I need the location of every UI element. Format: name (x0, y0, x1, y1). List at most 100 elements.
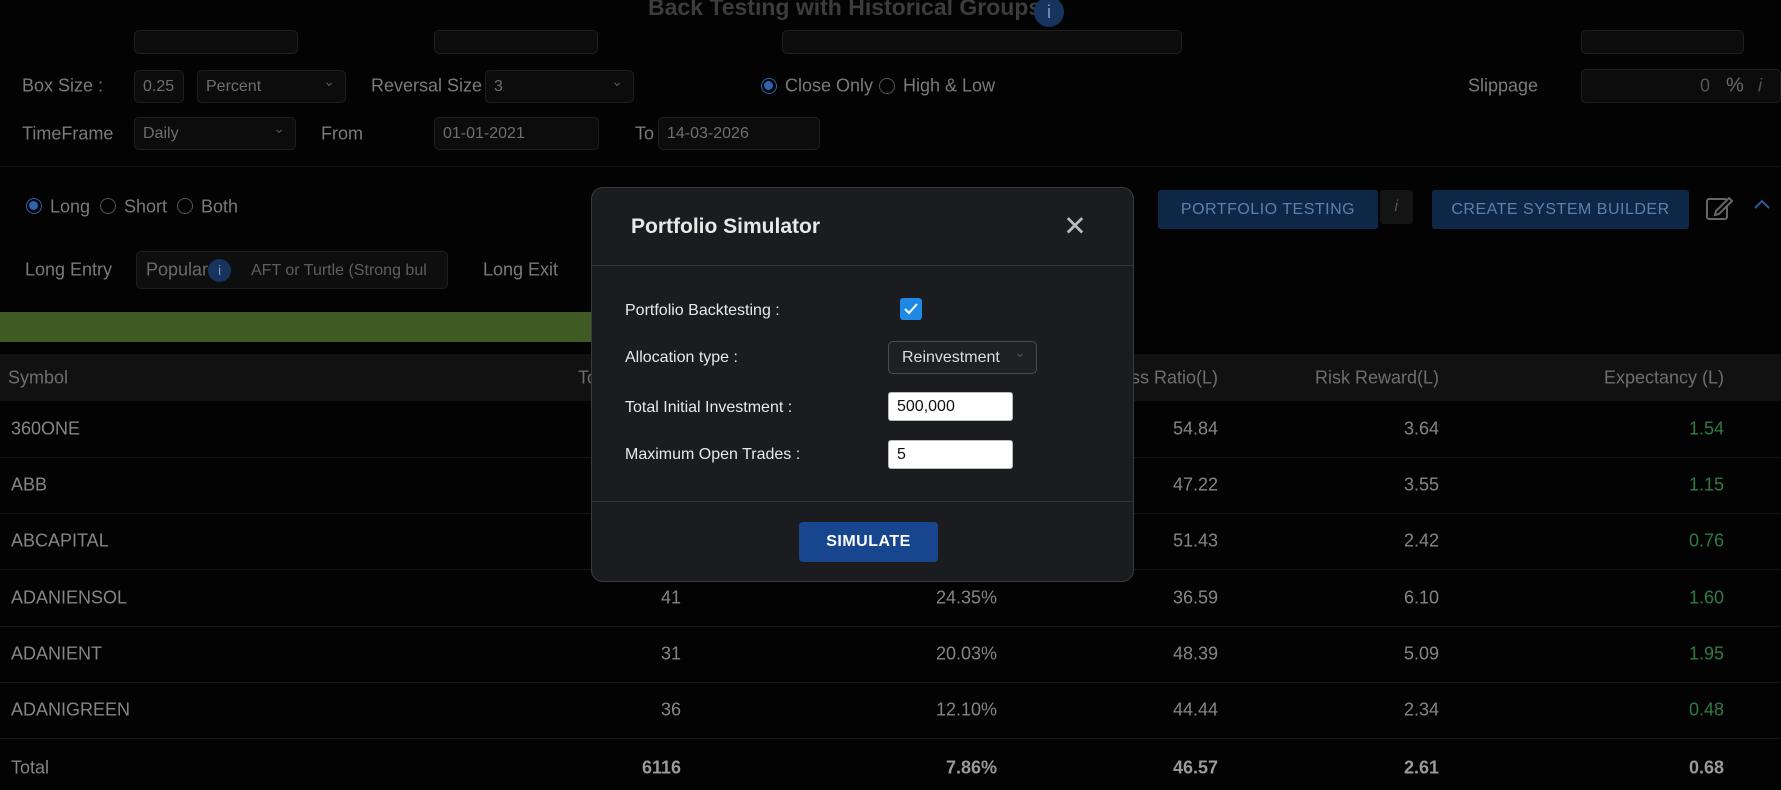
table-cell: 2.34 (1403, 699, 1439, 720)
label: Portfolio Backtesting : (625, 302, 780, 319)
select[interactable]: 3 (485, 70, 634, 103)
divider (0, 166, 1781, 167)
label: Box Size : (22, 75, 104, 96)
table-cell: 54.84 (1172, 418, 1218, 439)
select[interactable]: Reinvestment (888, 341, 1037, 374)
dropdown-label: Popular (146, 259, 209, 280)
table-cell: 51.43 (1172, 530, 1218, 551)
table-cell: ABB (11, 474, 48, 495)
radio-label[interactable]: Close Only (785, 75, 874, 96)
table-cell: 3.64 (1403, 418, 1439, 439)
radio[interactable] (177, 198, 193, 214)
divider (592, 501, 1133, 502)
row-divider (0, 681, 1781, 683)
input-value: 0 (1699, 75, 1710, 96)
label: Maximum Open Trades : (625, 446, 801, 463)
button[interactable]: PORTFOLIO TESTING (1158, 190, 1378, 229)
progress-bar (0, 312, 640, 342)
table-cell: 2.42 (1403, 530, 1439, 551)
total-cell: 2.61 (1403, 757, 1439, 778)
radio[interactable] (100, 198, 116, 214)
date-input[interactable]: 14-03-2026 (658, 117, 820, 150)
input[interactable] (782, 30, 1182, 54)
info-icon[interactable]: i (208, 259, 231, 282)
info-button[interactable]: i (1380, 190, 1413, 224)
table-cell: 48.39 (1172, 643, 1218, 664)
input[interactable]: 500,000 (888, 392, 1013, 421)
page-title: Back Testing with Historical Groups (648, 0, 1042, 20)
info-icon[interactable]: i (1758, 75, 1762, 96)
label: Allocation type : (625, 349, 738, 366)
input[interactable]: 0.25 (134, 70, 184, 103)
table-cell: ADANIENSOL (11, 587, 128, 608)
table-cell: 20.03% (935, 643, 997, 664)
total-cell: 6116 (641, 757, 681, 778)
button[interactable]: CREATE SYSTEM BUILDER (1432, 190, 1689, 229)
portfolio-simulator-modal: Portfolio Simulator ✕ Portfolio Backtest… (591, 187, 1134, 582)
date-input[interactable]: 01-01-2021 (434, 117, 599, 150)
input[interactable] (134, 30, 298, 54)
total-cell: 46.57 (1172, 757, 1218, 778)
radio-label[interactable]: Short (124, 196, 168, 217)
edit-icon[interactable] (1704, 193, 1734, 223)
table-cell: 36.59 (1172, 587, 1218, 608)
table-cell: 5.09 (1403, 643, 1439, 664)
label: Long Exit (483, 259, 559, 280)
table-cell: 24.35% (935, 587, 997, 608)
table-cell: 31 (660, 643, 681, 664)
checkbox[interactable] (900, 298, 922, 320)
column-header: Symbol (8, 367, 69, 388)
input[interactable] (1581, 30, 1744, 54)
table-cell: 6.10 (1403, 587, 1439, 608)
column-header: ess Ratio(L) (1120, 367, 1218, 388)
label: Slippage (1468, 75, 1539, 96)
label: Total Initial Investment : (625, 399, 793, 416)
simulate-button[interactable]: SIMULATE (799, 522, 938, 562)
radio[interactable] (761, 78, 777, 94)
table-cell: 36 (660, 699, 681, 720)
label: Long Entry (25, 259, 113, 280)
table-cell: 1.54 (1688, 418, 1724, 439)
table-cell: 44.44 (1172, 699, 1218, 720)
input[interactable]: 5 (888, 440, 1013, 469)
row-divider (0, 738, 1781, 739)
total-cell: 0.68 (1688, 757, 1724, 778)
table-cell: ADANIGREEN (11, 699, 131, 720)
table-cell: 1.95 (1688, 643, 1724, 664)
close-button[interactable]: ✕ (1063, 210, 1087, 242)
dropdown-value[interactable]: AFT or Turtle (Strong bul (251, 262, 427, 279)
table-cell: ADANIENT (11, 643, 103, 664)
table-cell: 47.22 (1172, 474, 1218, 495)
total-cell: 7.86% (945, 757, 997, 778)
table-cell: 12.10% (935, 699, 997, 720)
label: TimeFrame (22, 123, 114, 144)
select[interactable]: Daily (134, 117, 296, 150)
table-cell: 41 (660, 587, 681, 608)
radio[interactable] (26, 198, 42, 214)
total-cell: Total (11, 757, 50, 778)
table-cell: ABCAPITAL (11, 530, 109, 551)
table-cell: 360ONE (11, 418, 81, 439)
table-cell: 1.60 (1688, 587, 1724, 608)
input[interactable] (434, 30, 598, 54)
radio-label[interactable]: High & Low (903, 75, 996, 96)
label: Reversal Size : (371, 75, 493, 96)
radio-label[interactable]: Both (201, 196, 239, 217)
divider (592, 265, 1133, 266)
unit: % (1726, 74, 1744, 97)
column-header: Risk Reward(L) (1314, 367, 1439, 388)
row-divider (0, 625, 1781, 627)
input[interactable] (1581, 69, 1781, 103)
info-icon[interactable]: i (1034, 0, 1064, 27)
collapse-icon[interactable] (1752, 196, 1772, 212)
radio[interactable] (879, 78, 895, 94)
dropdown[interactable] (136, 251, 448, 289)
table-cell: 0.48 (1688, 699, 1724, 720)
label: To (635, 123, 655, 144)
radio-label[interactable]: Long (50, 196, 91, 217)
label: From (321, 123, 363, 144)
select[interactable]: Percent (197, 70, 346, 103)
column-header: Expectancy (L) (1603, 367, 1724, 388)
table-cell: 3.55 (1403, 474, 1439, 495)
